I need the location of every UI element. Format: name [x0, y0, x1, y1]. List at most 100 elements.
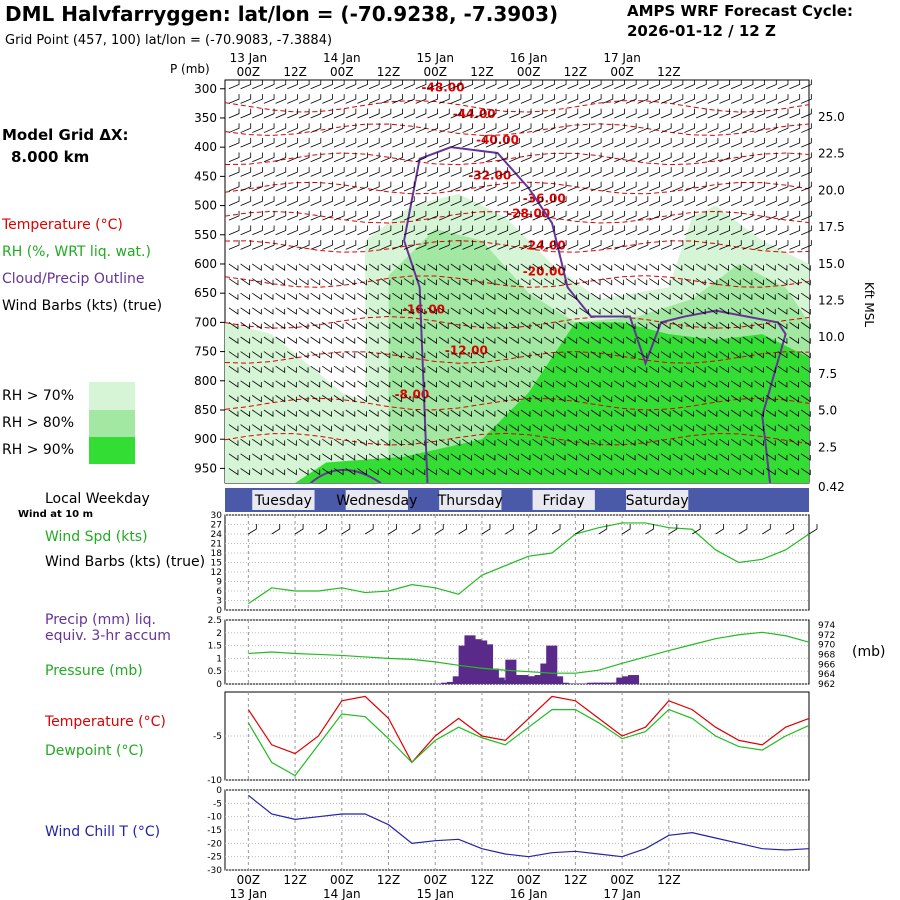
wind-barb [707, 278, 718, 286]
wind-barb [298, 322, 309, 330]
wind-barb [240, 240, 252, 250]
wind-barb [567, 424, 578, 432]
wind-barb [614, 453, 624, 461]
precip-bar [569, 683, 581, 684]
wind-barb [473, 322, 484, 330]
pressure-tick-label: 450 [194, 169, 217, 183]
wind-barb [298, 123, 310, 133]
wind-barb [801, 196, 812, 206]
wind-barb [240, 94, 252, 104]
wind-barb [345, 438, 356, 447]
wind-barb [403, 351, 414, 359]
wind-barb [579, 196, 590, 206]
wind-barb [228, 395, 239, 403]
wind-barb [684, 336, 694, 344]
wind-barb [427, 225, 438, 236]
wind-barb [660, 351, 671, 359]
wind-barb [614, 181, 625, 192]
wind-barb [450, 395, 461, 403]
wind-barb [766, 79, 777, 90]
wind-barb [520, 292, 531, 301]
wind-barb [392, 225, 403, 236]
wind-barb [649, 79, 660, 90]
wind-barb [520, 453, 531, 461]
wind-barb [240, 196, 252, 206]
wind-barb [368, 409, 379, 417]
wind-barb [800, 263, 811, 271]
weekday-bar [225, 488, 809, 512]
wind-barb [719, 108, 730, 119]
wind-barb [380, 240, 392, 250]
legend-cloud-outline: Cloud/Precip Outline [2, 271, 145, 287]
wind-barb [625, 181, 637, 192]
wind-barb [730, 94, 742, 104]
wind-barb [415, 167, 427, 177]
wind-barb [742, 380, 753, 388]
wind-barb [275, 438, 286, 447]
wind-barb [719, 240, 730, 250]
wind-barb [801, 240, 812, 250]
wind-barb [602, 225, 614, 236]
wind-barb [800, 351, 811, 359]
wind-barb [415, 395, 426, 403]
wind-barb [544, 380, 554, 388]
wind-barb [707, 94, 719, 104]
wind-barb [228, 240, 240, 250]
wind-barb [263, 152, 275, 163]
wind-barb [801, 167, 812, 177]
wind-barb [777, 210, 789, 221]
wind-barb [310, 152, 322, 163]
wind-barb [474, 79, 485, 90]
wind-barb [263, 336, 274, 344]
wind-barb [719, 94, 730, 104]
wind-barb [473, 438, 484, 447]
wind-barb [544, 210, 555, 221]
wind-barb [649, 453, 659, 461]
wind-barb [660, 468, 671, 476]
wind-barb [625, 453, 636, 461]
wind-barb [742, 94, 754, 104]
bottom-day-label: 13 Jan [230, 887, 268, 900]
wind-barb [765, 395, 776, 403]
wind-barb [497, 380, 508, 388]
wind-barb [672, 240, 684, 250]
wind-barb [684, 137, 695, 148]
wind-barb [544, 336, 554, 344]
surface-wind-barb [551, 524, 561, 535]
wind-barb [473, 395, 484, 403]
wind-barb [567, 365, 578, 374]
precip-bar [511, 675, 523, 684]
wind-barb [357, 167, 368, 177]
wind-barb [497, 137, 509, 148]
wind-barb [497, 395, 508, 403]
wind-barb [660, 336, 671, 344]
wind-barb [438, 137, 450, 148]
top-hour-label: 00Z [610, 65, 634, 79]
wind-barb [252, 438, 262, 447]
wind-barb [614, 137, 625, 148]
wind-barb [637, 263, 648, 271]
wind-barb [403, 94, 415, 104]
wind-barb [567, 225, 579, 236]
wind-barb [590, 278, 601, 286]
wind-barb [532, 79, 544, 90]
wind-barb [754, 210, 766, 221]
wind-barb [368, 453, 379, 461]
wind-barb [684, 79, 695, 90]
wind-barb [427, 351, 437, 359]
precip-bar [616, 677, 628, 684]
wind-barb [368, 351, 379, 359]
wind-barb [579, 380, 589, 388]
wind-barb [672, 263, 683, 271]
wind-barb [579, 108, 590, 119]
pressure-tick-label: 964 [818, 670, 835, 680]
wind-barb [637, 137, 649, 148]
wind-barb [660, 307, 671, 315]
wind-barb [614, 424, 624, 432]
wind-barb [602, 210, 614, 221]
wind-barb [403, 468, 414, 476]
wind-barb [684, 123, 695, 133]
wind-barb [252, 79, 263, 90]
wind-barb [660, 278, 671, 286]
top-day-label: 15 Jan [416, 51, 454, 65]
